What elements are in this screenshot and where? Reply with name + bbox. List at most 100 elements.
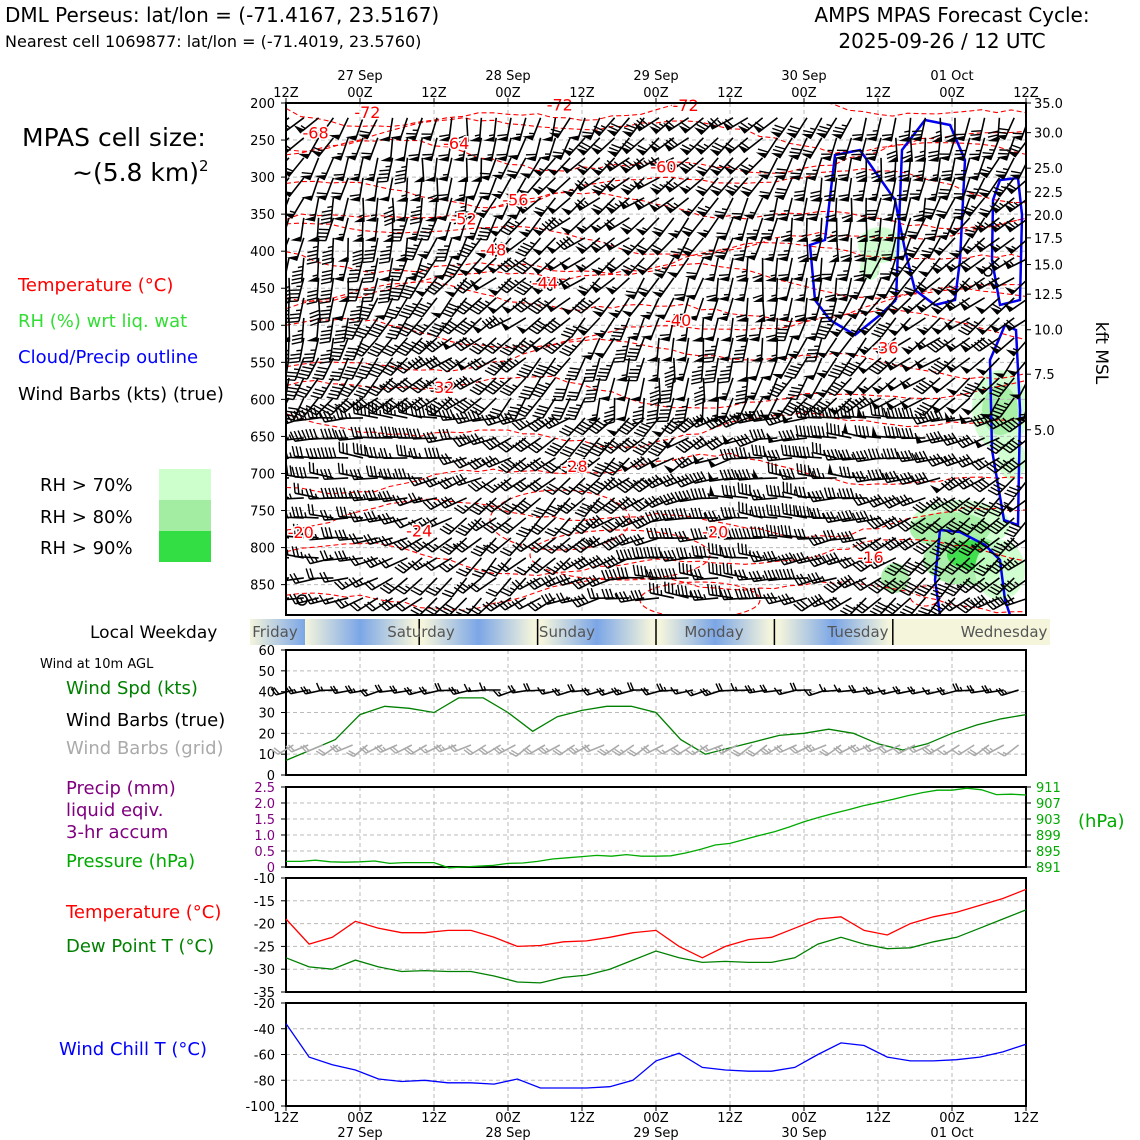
upper-wind-barb-flag [485, 415, 493, 425]
upper-wind-barb [320, 377, 335, 399]
upper-wind-barb [337, 117, 349, 140]
upper-wind-barb-halfflag [379, 384, 385, 388]
upper-wind-barb-flag [772, 386, 783, 392]
upper-wind-barb [505, 477, 527, 492]
upper-wind-barb-flag [837, 173, 849, 177]
upper-wind-barb-flag [580, 141, 591, 148]
upper-wind-barb-flag [441, 312, 452, 318]
upper-wind-barb-flag [438, 153, 449, 157]
upper-wind-barb-flag [850, 406, 855, 418]
upper-wind-barb-flag [824, 294, 836, 298]
upper-wind-barb-flag [570, 580, 579, 590]
upper-wind-barb [286, 497, 304, 500]
upper-wind-barb-flag [806, 506, 811, 517]
upper-wind-barb-pennant [353, 216, 364, 223]
upper-wind-barb [702, 377, 706, 402]
upper-wind-barb [889, 377, 912, 392]
upper-wind-barb-flag [604, 444, 615, 452]
upper-wind-barb-flag [348, 556, 356, 566]
upper-wind-barb-flag [302, 366, 313, 370]
upper-wind-barb [462, 577, 482, 594]
upper-wind-barb [353, 497, 378, 502]
upper-wind-barb-halfflag [918, 170, 924, 173]
upper-wind-barb-flag [741, 543, 744, 555]
upper-wind-barb-flag [533, 459, 543, 468]
upper-wind-barb-flag [681, 456, 690, 466]
upper-wind-barb-flag [734, 469, 740, 481]
upper-wind-barb-pennant [654, 314, 666, 320]
upper-wind-barb-halfflag [529, 340, 535, 345]
upper-wind-barb-flag [980, 413, 989, 423]
upper-wind-barb-flag [520, 367, 532, 372]
upper-wind-barb-flag [288, 320, 300, 324]
upper-wind-barb-flag [309, 309, 320, 315]
upper-wind-barb-flag [426, 560, 436, 569]
upper-wind-barb-flag [679, 547, 684, 558]
upper-wind-barb-halfflag [722, 248, 728, 251]
upper-wind-barb-flag [521, 437, 531, 446]
upper-wind-barb [552, 557, 571, 576]
upper-wind-barb-halfflag [677, 248, 683, 251]
upper-wind-barb-flag [274, 382, 284, 383]
upper-wind-barb-halfflag [923, 326, 929, 331]
upper-wind-barb [514, 397, 527, 420]
upper-wind-barb-flag [416, 306, 428, 312]
upper-wind-barb [579, 257, 601, 273]
upper-wind-barb [476, 577, 497, 593]
upper-wind-barb-flag [837, 424, 840, 436]
upper-wind-barb [623, 397, 631, 422]
upper-wind-barb-pennant [752, 124, 763, 133]
upper-wind-barb [917, 177, 927, 202]
upper-wind-barb [431, 337, 453, 353]
upper-wind-barb [561, 377, 571, 401]
upper-wind-barb-halfflag [544, 300, 550, 305]
upper-wind-barb-halfflag [970, 562, 976, 567]
upper-wind-barb-halfflag [810, 127, 816, 131]
upper-wind-barb-flag [371, 402, 374, 414]
upper-wind-barb-flag [934, 565, 945, 571]
upper-wind-barb [418, 177, 423, 202]
upper-wind-barb-flag [573, 428, 583, 436]
upper-wind-barb-flag [401, 344, 412, 351]
upper-wind-barb-flag [293, 410, 300, 421]
upper-wind-barb [765, 157, 779, 180]
upper-wind-barb-pennant [963, 232, 975, 239]
upper-wind-barb-flag [432, 355, 442, 365]
upper-wind-barb-flag [736, 314, 747, 318]
upper-wind-barb-flag [650, 447, 661, 454]
upper-wind-barb [771, 237, 779, 262]
upper-wind-barb-pennant [706, 396, 718, 402]
upper-wind-barb-flag [756, 428, 762, 440]
upper-wind-barb-flag [394, 427, 399, 439]
upper-wind-barb [786, 297, 793, 322]
upper-wind-barb-flag [516, 286, 527, 293]
upper-wind-barb-pennant [531, 169, 544, 176]
upper-wind-barb-flag [801, 528, 807, 539]
upper-wind-barb-flag [406, 247, 418, 250]
upper-wind-barb-flag [485, 456, 493, 467]
upper-wind-barb-flag [974, 543, 984, 551]
upper-wind-barb-flag [570, 561, 580, 570]
upper-wind-barb-flag [696, 143, 707, 151]
upper-wind-barb-halfflag [1002, 167, 1009, 171]
upper-wind-barb-halfflag [943, 339, 949, 344]
upper-wind-barb-flag [846, 466, 851, 478]
upper-wind-barb-pennant [988, 243, 1000, 253]
upper-wind-barb-flag [752, 489, 758, 500]
upper-wind-barb-flag [515, 482, 525, 491]
upper-wind-barb-halfflag [937, 286, 944, 291]
upper-wind-barb-flag [473, 457, 483, 467]
upper-wind-barb-halfflag [891, 342, 897, 348]
upper-wind-barb [286, 137, 305, 154]
upper-wind-barb-flag [730, 468, 737, 480]
upper-wind-barb-flag [1012, 132, 1024, 135]
upper-wind-barb-flag [749, 429, 755, 440]
upper-wind-barb-flag [681, 162, 691, 170]
upper-wind-barb-flag [840, 532, 848, 542]
upper-wind-barb-flag [410, 213, 422, 217]
upper-wind-barb-flag [293, 430, 300, 441]
upper-wind-barb-halfflag [971, 205, 977, 209]
upper-wind-barb [427, 217, 438, 241]
upper-wind-barb-pennant [709, 168, 721, 176]
